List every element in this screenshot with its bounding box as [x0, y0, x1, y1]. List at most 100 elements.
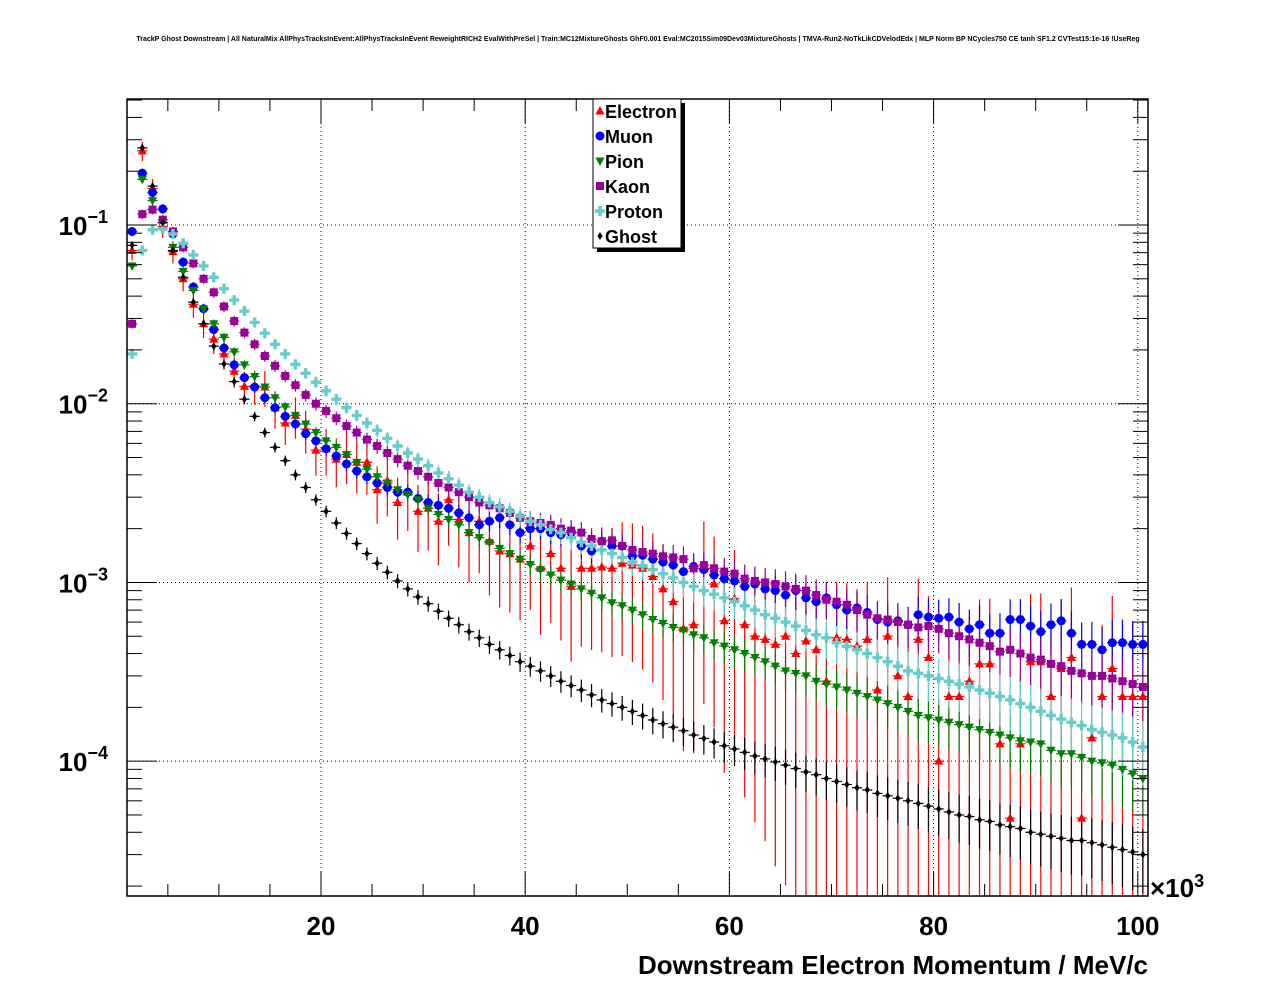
ghost-point — [507, 651, 513, 660]
kaon-point — [587, 535, 596, 544]
pion-point — [199, 305, 209, 314]
muon-point — [505, 520, 515, 530]
kaon-point — [699, 561, 708, 570]
kaon-point — [373, 441, 382, 450]
ghost-point — [323, 507, 329, 516]
proton-point — [1137, 742, 1148, 753]
muon-point — [760, 584, 770, 594]
muon-point — [770, 586, 780, 596]
proton-point — [698, 585, 709, 596]
muon-point — [444, 503, 454, 513]
pion-point — [852, 689, 862, 699]
muon-point — [934, 613, 944, 623]
proton-point — [259, 328, 270, 339]
pion-point — [934, 716, 944, 725]
kaon-point — [352, 428, 361, 437]
electron-point — [1097, 691, 1107, 701]
ghost-point — [558, 677, 564, 686]
proton-point — [596, 544, 607, 555]
pion-point — [678, 626, 688, 636]
kaon-point — [281, 371, 290, 380]
ghost-point — [966, 812, 972, 821]
pion-point — [832, 683, 842, 692]
proton-point — [903, 665, 914, 676]
pion-point — [413, 496, 423, 505]
kaon-point — [567, 526, 576, 535]
proton-point — [566, 532, 577, 543]
y-tick-label: 10−2 — [59, 386, 108, 420]
kaon-point — [1026, 653, 1035, 662]
proton-point — [137, 245, 148, 256]
proton-point — [1086, 724, 1097, 735]
pion-point — [709, 639, 719, 648]
proton-point — [892, 661, 903, 672]
kaon-point — [832, 597, 841, 606]
kaon-point — [128, 319, 137, 328]
ghost-point — [221, 359, 227, 368]
ghost-point — [813, 770, 819, 779]
pion-point — [382, 479, 392, 489]
legend-label-muon: Muon — [605, 127, 653, 147]
pion-point — [801, 672, 811, 681]
proton-point — [402, 447, 413, 458]
proton-point — [821, 632, 832, 643]
ghost-point — [446, 614, 452, 623]
pion-point — [1138, 774, 1148, 784]
ghost-point — [752, 751, 758, 760]
electron-point — [1107, 663, 1117, 672]
pion-point — [178, 267, 188, 277]
muon-point — [290, 419, 300, 429]
pion-point — [627, 606, 637, 616]
ghost-point — [292, 470, 299, 479]
electron-point — [944, 691, 954, 701]
legend-label-ghost: Ghost — [605, 227, 657, 247]
ghost-point — [486, 640, 493, 649]
proton-point — [321, 385, 332, 396]
ghost-point — [782, 761, 789, 770]
x-tick-label: 20 — [307, 911, 336, 941]
electron-point — [770, 639, 780, 648]
muon-point — [229, 360, 239, 370]
muon-point — [1015, 615, 1025, 625]
ghost-point — [1099, 840, 1105, 849]
muon-point — [740, 581, 750, 591]
pion-point — [648, 616, 658, 625]
legend-marker-muon — [595, 131, 605, 141]
electron-point — [1005, 813, 1015, 822]
electron-point — [872, 685, 882, 694]
ghost-point — [568, 681, 574, 690]
ghost-point — [731, 744, 738, 753]
electron-point — [781, 631, 791, 640]
proton-point — [709, 589, 720, 600]
muon-point — [464, 513, 474, 523]
proton-point — [882, 656, 893, 667]
ghost-point — [946, 807, 952, 816]
electron-point — [760, 634, 770, 643]
proton-point — [943, 676, 954, 687]
ghost-point — [915, 799, 921, 808]
kaon-point — [1128, 680, 1137, 689]
proton-point — [453, 480, 464, 491]
proton-point — [1097, 727, 1108, 738]
ghost-point — [149, 182, 156, 191]
pion-point — [556, 576, 566, 586]
muon-point — [801, 593, 811, 603]
muon-point — [954, 617, 964, 627]
y-tick-label: 10−3 — [59, 564, 108, 598]
pion-point — [188, 287, 198, 296]
proton-point — [167, 229, 178, 240]
ghost-point — [262, 428, 268, 437]
proton-point — [688, 581, 699, 592]
kaon-point — [1108, 674, 1117, 683]
pion-point — [587, 589, 597, 599]
pion-point — [842, 686, 852, 696]
electron-point — [454, 514, 464, 523]
electron-point — [546, 548, 556, 558]
proton-point — [127, 348, 138, 359]
ghost-point — [1119, 845, 1126, 854]
electron-point — [617, 558, 627, 567]
muon-point — [484, 516, 494, 526]
kaon-point — [883, 615, 892, 624]
kaon-point — [250, 340, 259, 349]
kaon-point — [944, 629, 953, 638]
